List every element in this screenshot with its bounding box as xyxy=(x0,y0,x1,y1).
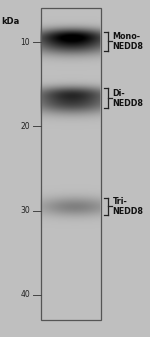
Text: Mono-
NEDD8: Mono- NEDD8 xyxy=(112,32,144,51)
Text: 20: 20 xyxy=(20,122,30,131)
Text: Tri-
NEDD8: Tri- NEDD8 xyxy=(112,197,144,216)
Text: 40: 40 xyxy=(20,290,30,299)
Bar xyxy=(40,8,100,320)
Text: 30: 30 xyxy=(20,206,30,215)
Text: 10: 10 xyxy=(20,38,30,47)
Text: kDa: kDa xyxy=(2,17,20,26)
Bar xyxy=(40,8,100,320)
Text: Di-
NEDD8: Di- NEDD8 xyxy=(112,89,144,108)
